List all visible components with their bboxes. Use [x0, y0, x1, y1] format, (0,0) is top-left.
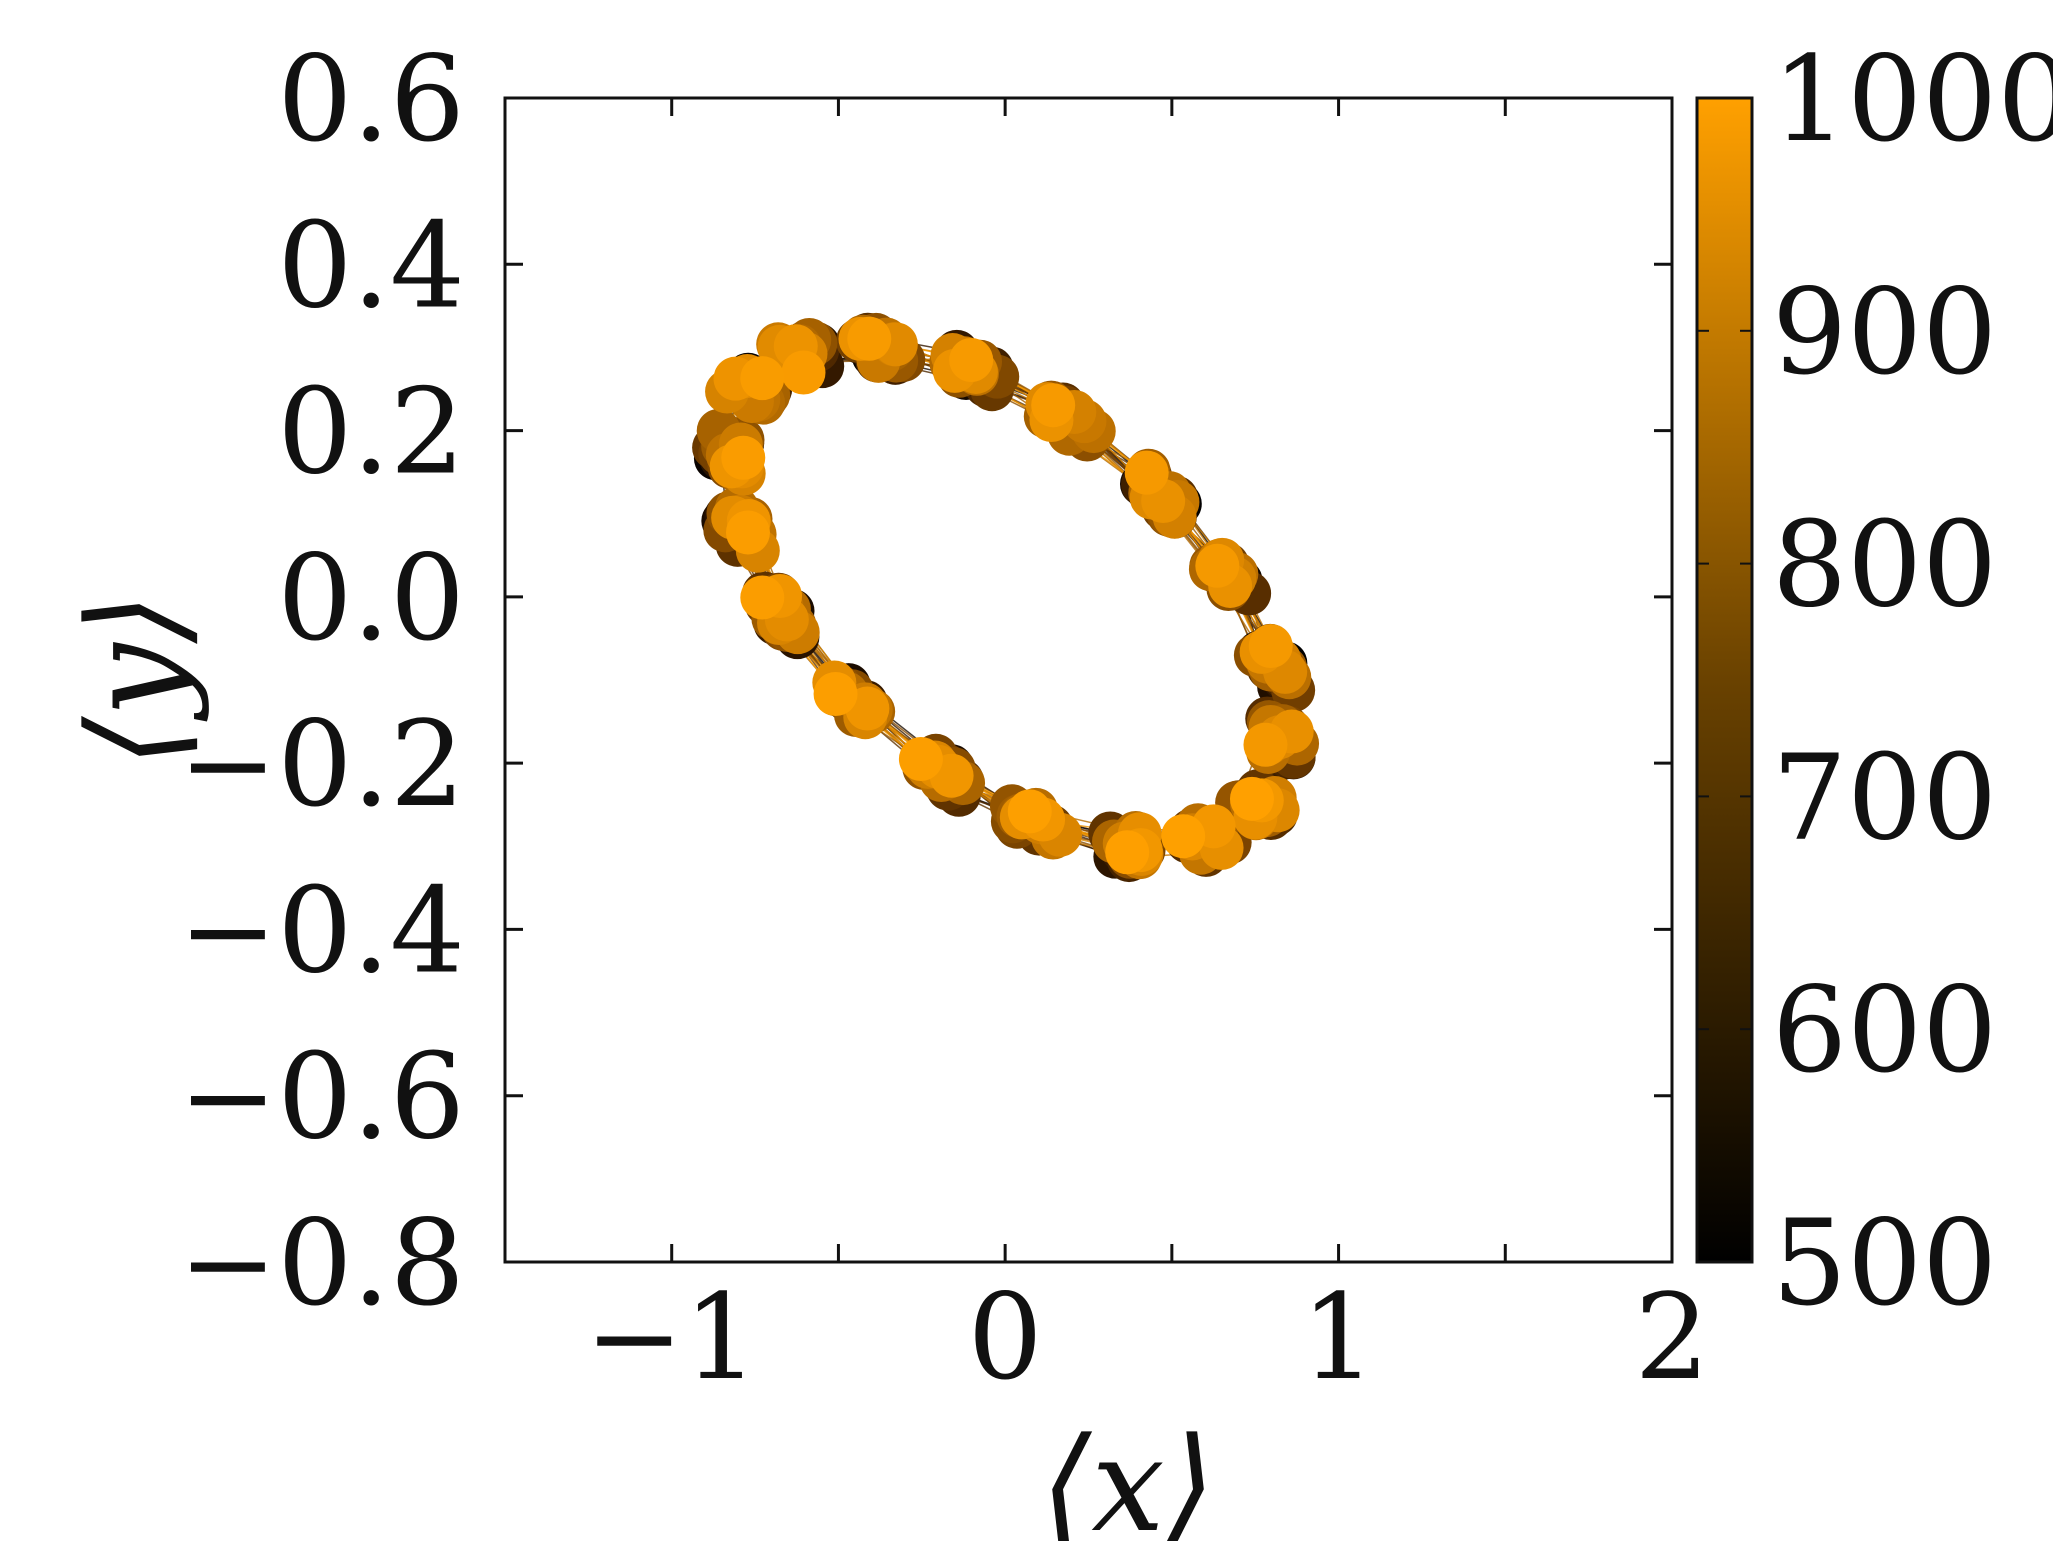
data-point — [725, 510, 770, 555]
plot-frame — [503, 96, 1674, 1264]
data-point — [1007, 789, 1052, 834]
x-tick-label: −1 — [585, 1268, 759, 1406]
y-axis-label: ⟨y⟩ — [59, 593, 211, 768]
y-tick-label: 0.4 — [277, 196, 465, 334]
data-point — [813, 672, 858, 717]
data-point — [847, 316, 892, 361]
data-point — [781, 350, 826, 395]
y-tick-label: −0.6 — [178, 1028, 465, 1166]
y-tick-labels: 0.6 0.4 0.2 0.0 −0.2 −0.4 −0.6 −0.8 — [178, 30, 465, 1332]
colorbar-tick-label: 600 — [1772, 961, 1997, 1099]
y-tick-label: −0.2 — [178, 695, 465, 833]
colorbar-ticks — [1697, 97, 1752, 1263]
data-point — [1248, 624, 1293, 669]
y-tick-label: −0.8 — [178, 1194, 465, 1332]
data-point — [721, 435, 766, 480]
x-tick-labels: −1 0 1 2 — [585, 1268, 1710, 1406]
y-tick-label: 0.6 — [277, 30, 465, 168]
data-point — [740, 575, 785, 620]
y-tick-label: 0.2 — [277, 363, 465, 501]
x-tick-label: 2 — [1634, 1268, 1709, 1406]
data-point — [1243, 722, 1288, 767]
data-point — [1195, 543, 1240, 588]
y-tick-label: 0.0 — [277, 529, 465, 667]
data-point — [740, 356, 785, 401]
colorbar-tick-label: 500 — [1772, 1194, 1997, 1332]
data-point — [898, 737, 943, 782]
colorbar-tick-label: 900 — [1772, 263, 1997, 401]
x-tick-label: 0 — [968, 1268, 1043, 1406]
x-tick-label: 1 — [1301, 1268, 1376, 1406]
colorbar — [1695, 96, 1754, 1264]
data-point — [1031, 383, 1076, 428]
colorbar-tick-labels: 1000 900 800 700 600 500 — [1772, 30, 2053, 1332]
data-point — [949, 338, 994, 383]
x-axis-label: ⟨x⟩ — [1041, 1409, 1216, 1541]
trajectory-points — [692, 312, 1320, 883]
y-tick-label: −0.4 — [178, 861, 465, 999]
axis-ticks — [503, 96, 1674, 1264]
colorbar-tick-label: 1000 — [1772, 30, 2053, 168]
colorbar-tick-label: 800 — [1772, 496, 1997, 634]
data-point — [1229, 776, 1274, 821]
colorbar-tick-label: 700 — [1772, 728, 1997, 866]
data-point — [1161, 814, 1206, 859]
data-point — [1124, 450, 1169, 495]
data-point — [1105, 830, 1150, 875]
